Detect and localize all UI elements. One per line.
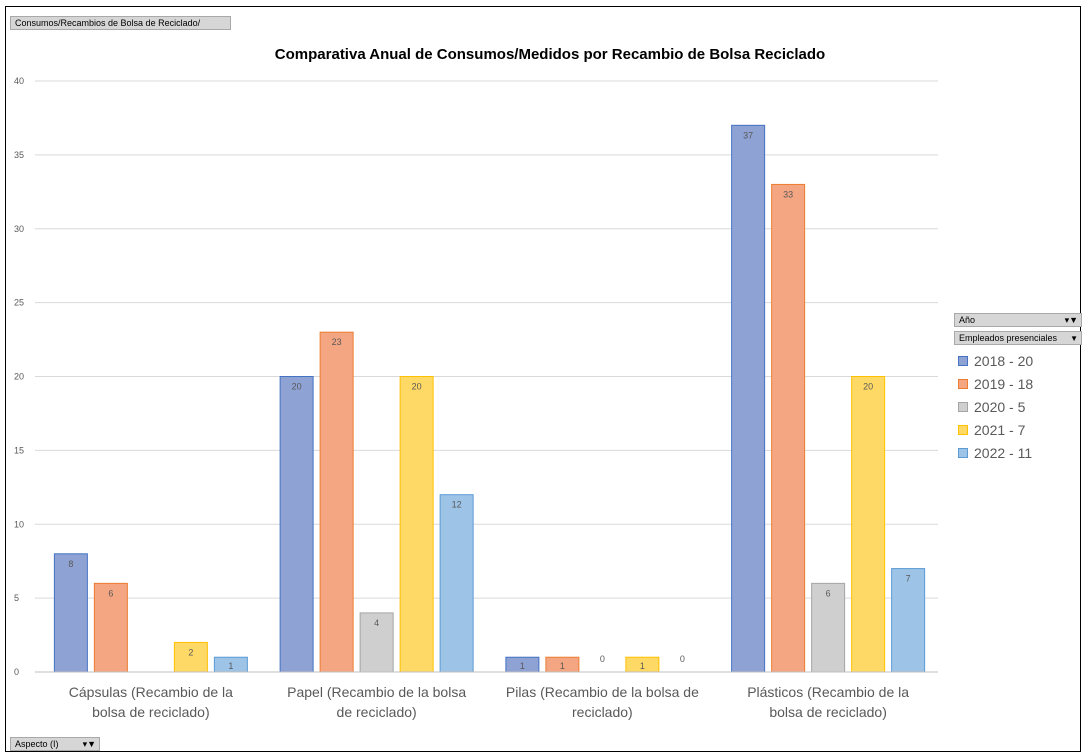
legend-swatch xyxy=(958,356,968,366)
y-tick-label: 25 xyxy=(14,298,24,308)
data-label: 0 xyxy=(600,654,605,664)
bar xyxy=(891,568,926,673)
y-axis: 0 5 10 15 20 25 30 35 40 xyxy=(14,76,24,677)
x-category-label: Plásticos (Recambio de la xyxy=(747,684,909,700)
y-tick-label: 0 xyxy=(14,667,19,677)
bar xyxy=(399,376,434,673)
x-category-label: Cápsulas (Recambio de la xyxy=(69,684,233,700)
legend-swatch xyxy=(958,448,968,458)
filter-dropdown-icon[interactable]: ▾▼ xyxy=(1064,315,1078,325)
filter-dropdown-icon[interactable]: ▾▼ xyxy=(82,739,96,749)
x-axis: Cápsulas (Recambio de la bolsa de recicla… xyxy=(35,671,938,720)
filter-field-button[interactable]: Consumos/Recambios de Bolsa de Reciclado… xyxy=(10,16,231,30)
data-label: 20 xyxy=(292,382,302,392)
bar xyxy=(811,582,846,673)
year-field-label: Año xyxy=(959,315,976,325)
legend-label: 2018 - 20 xyxy=(974,353,1034,369)
x-category-label: Pilas (Recambio de la bolsa de xyxy=(506,684,699,700)
data-label: 6 xyxy=(826,588,831,598)
legend: 2018 - 20 2019 - 18 2020 - 5 2021 - 7 2022 -… xyxy=(958,350,1033,465)
bar xyxy=(439,494,474,673)
data-label: 2 xyxy=(188,647,193,657)
bar xyxy=(731,124,766,673)
bar xyxy=(851,376,886,673)
aspect-field-button[interactable]: Aspecto (I) ▾▼ xyxy=(10,737,100,751)
data-label: 12 xyxy=(452,500,462,510)
data-label: 8 xyxy=(68,559,73,569)
y-tick-label: 20 xyxy=(14,372,24,382)
legend-swatch xyxy=(958,425,968,435)
data-label: 23 xyxy=(332,337,342,347)
legend-label: 2021 - 7 xyxy=(974,422,1026,438)
bar xyxy=(53,553,88,673)
y-tick-label: 40 xyxy=(14,76,24,86)
legend-swatch xyxy=(958,402,968,412)
data-label: 33 xyxy=(783,189,793,199)
x-category-label: de reciclado) xyxy=(337,704,417,720)
x-category-label: Papel (Recambio de la bolsa xyxy=(287,684,466,700)
x-category-label: bolsa de reciclado) xyxy=(92,704,210,720)
x-category-label: bolsa de reciclado) xyxy=(769,704,887,720)
chart-title: Comparativa Anual de Consumos/Medidos po… xyxy=(275,46,825,63)
data-label: 6 xyxy=(108,588,113,598)
year-field-button[interactable]: Año ▾▼ xyxy=(954,313,1082,327)
aspect-field-label: Aspecto (I) xyxy=(15,739,59,749)
data-label: 4 xyxy=(374,618,379,628)
legend-label: 2022 - 11 xyxy=(974,445,1033,461)
legend-swatch xyxy=(958,379,968,389)
data-label: 20 xyxy=(412,382,422,392)
y-tick-label: 35 xyxy=(14,150,24,160)
y-tick-label: 30 xyxy=(14,224,24,234)
bar xyxy=(359,612,394,673)
bar xyxy=(319,331,354,673)
data-label: 0 xyxy=(680,654,685,664)
data-label: 1 xyxy=(228,661,233,671)
chevron-down-icon[interactable]: ▼ xyxy=(1070,334,1078,343)
bar xyxy=(279,376,314,673)
bars xyxy=(53,124,926,673)
data-label: 1 xyxy=(520,661,525,671)
legend-label: 2020 - 5 xyxy=(974,399,1026,415)
data-labels: 8 6 2 1 20 23 4 20 12 1 1 0 1 0 37 33 6 20 7 xyxy=(68,130,910,671)
data-label: 20 xyxy=(863,382,873,392)
legend-item[interactable]: 2021 - 7 xyxy=(958,419,1033,442)
employees-field-label: Empleados presenciales xyxy=(959,333,1058,343)
legend-item[interactable]: 2019 - 18 xyxy=(958,373,1033,396)
data-label: 1 xyxy=(560,661,565,671)
y-tick-label: 5 xyxy=(14,593,19,603)
data-label: 1 xyxy=(640,661,645,671)
y-tick-label: 10 xyxy=(14,519,24,529)
legend-label: 2019 - 18 xyxy=(974,376,1034,392)
legend-item[interactable]: 2022 - 11 xyxy=(958,442,1033,465)
employees-field-button[interactable]: Empleados presenciales ▼ xyxy=(954,331,1082,345)
filter-field-label: Consumos/Recambios de Bolsa de Reciclado… xyxy=(15,18,201,28)
data-label: 7 xyxy=(906,574,911,584)
bar xyxy=(771,183,806,673)
legend-item[interactable]: 2020 - 5 xyxy=(958,396,1033,419)
y-tick-label: 15 xyxy=(14,445,24,455)
legend-item[interactable]: 2018 - 20 xyxy=(958,350,1033,373)
x-category-label: reciclado) xyxy=(572,704,633,720)
data-label: 37 xyxy=(743,130,753,140)
